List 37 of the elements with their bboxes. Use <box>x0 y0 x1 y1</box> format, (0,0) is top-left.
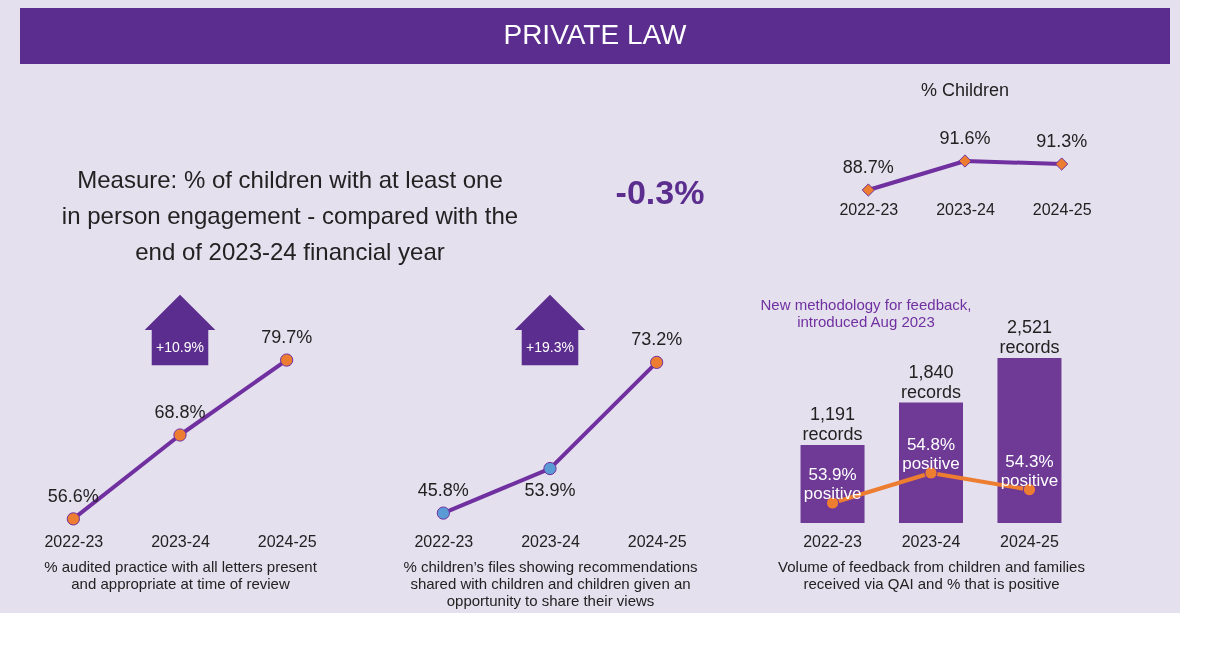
text: PRIVATE LAW <box>503 19 688 50</box>
data-label: 45.8% <box>417 480 469 501</box>
x-axis-title: Volume of feedback from children and families received via QAI and % that is positive <box>778 557 1085 592</box>
data-label: 1,840 records <box>900 361 962 402</box>
data-label: 73.2% <box>631 329 683 350</box>
x-axis-title: % audited practice with all letters present and appropriate at time of review <box>44 557 318 592</box>
text: -0.3% <box>615 173 705 211</box>
data-label: 91.6% <box>939 128 991 148</box>
x-tick-label: 2024-25 <box>1032 200 1092 218</box>
data-label: 54.3% positive <box>1000 451 1059 490</box>
text: Measure: % of children with at least one in person engagement - compared with the end of 2023-24 financial year <box>61 166 519 265</box>
x-tick-label: 2024-25 <box>257 532 317 550</box>
data-label: 56.6% <box>47 485 99 506</box>
data-label: 68.8% <box>154 402 206 422</box>
text: +19.3% <box>526 339 574 355</box>
x-tick-label: 2022-23 <box>44 532 104 550</box>
x-tick-label: 2023-24 <box>936 200 995 218</box>
data-label: 1,191 records <box>802 404 863 445</box>
data-label: 53.9% <box>524 479 576 500</box>
x-axis-title: % children’s files showing recommendations shared with children and children given an opportunity to share their views <box>403 557 698 609</box>
x-tick-label: 2024-25 <box>1000 532 1059 550</box>
text: +10.9% <box>156 339 204 355</box>
x-tick-label: 2023-24 <box>901 532 961 550</box>
x-tick-label: 2022-23 <box>414 532 474 550</box>
x-tick-label: 2022-23 <box>839 200 899 218</box>
chart-title: % Children <box>920 80 1010 100</box>
data-label: 79.7% <box>261 327 313 348</box>
data-label: 53.9% positive <box>803 465 862 503</box>
x-tick-label: 2022-23 <box>803 532 862 550</box>
text: New methodology for feedback, introduced Aug 2023 <box>760 296 972 330</box>
data-label: 2,521 records <box>999 317 1060 357</box>
x-tick-label: 2024-25 <box>627 532 687 550</box>
x-tick-label: 2023-24 <box>151 532 210 550</box>
data-label: 54.8% positive <box>902 435 960 473</box>
x-tick-label: 2023-24 <box>521 532 580 550</box>
data-label: 88.7% <box>842 157 894 177</box>
data-label: 91.3% <box>1036 131 1088 151</box>
